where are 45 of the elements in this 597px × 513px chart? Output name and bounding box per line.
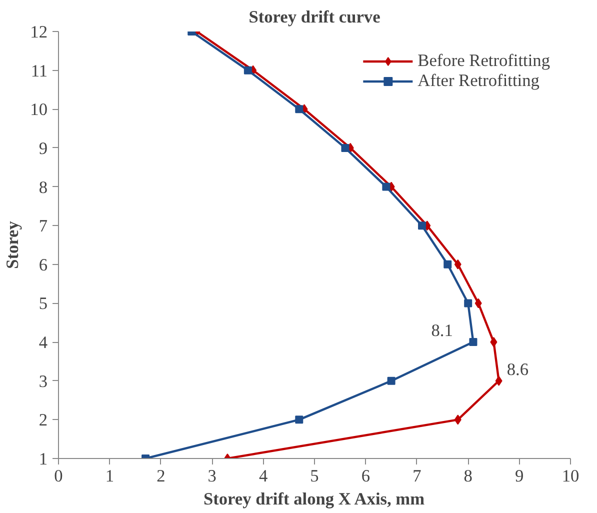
x-tick-label: 8 bbox=[464, 466, 472, 486]
x-tick-label: 4 bbox=[258, 466, 268, 486]
x-tick-label: 10 bbox=[562, 466, 580, 486]
annotation: 8.6 bbox=[506, 360, 529, 379]
x-tick-label: 1 bbox=[105, 466, 114, 486]
y-tick-label: 10 bbox=[30, 100, 48, 120]
point bbox=[454, 414, 462, 425]
legend-label: After Retrofitting bbox=[418, 71, 540, 91]
point bbox=[244, 66, 252, 74]
x-tick-label: 2 bbox=[156, 466, 166, 486]
y-tick-label: 12 bbox=[30, 22, 48, 42]
point bbox=[387, 376, 396, 385]
y-tick-label: 7 bbox=[38, 216, 48, 236]
y-tick-label: 9 bbox=[38, 138, 48, 158]
y-tick-label: 4 bbox=[38, 333, 48, 352]
x-tick-label: 5 bbox=[310, 466, 319, 486]
point bbox=[454, 259, 462, 270]
point bbox=[490, 337, 498, 348]
x-tick-label: 7 bbox=[412, 466, 422, 486]
y-axis-title: Storey bbox=[3, 220, 22, 269]
x-axis-title: Storey drift along X Axis, mm bbox=[203, 490, 426, 508]
x-tick-label: 9 bbox=[514, 466, 524, 486]
point bbox=[341, 144, 350, 152]
y-tick-label: 5 bbox=[38, 294, 48, 314]
x-tick-label: 3 bbox=[208, 466, 216, 486]
point bbox=[495, 376, 502, 386]
annotation: 8.1 bbox=[431, 321, 453, 340]
y-tick-label: 3 bbox=[38, 372, 48, 391]
legend-label: Before Retrofitting bbox=[418, 51, 550, 71]
point bbox=[464, 299, 472, 308]
point bbox=[474, 298, 482, 308]
y-tick-label: 11 bbox=[30, 61, 48, 80]
point bbox=[418, 222, 426, 230]
point bbox=[295, 105, 304, 114]
y-tick-label: 2 bbox=[38, 410, 48, 430]
y-tick-label: 6 bbox=[38, 255, 48, 274]
y-tick-label: 8 bbox=[38, 178, 48, 197]
point bbox=[469, 338, 478, 346]
point bbox=[382, 182, 390, 191]
point bbox=[295, 416, 304, 424]
x-tick-label: 0 bbox=[54, 466, 63, 486]
x-tick-label: 6 bbox=[361, 466, 370, 486]
point bbox=[444, 260, 452, 268]
y-tick-label: 1 bbox=[38, 450, 48, 468]
chart-title: Storey drift curve bbox=[248, 8, 381, 26]
